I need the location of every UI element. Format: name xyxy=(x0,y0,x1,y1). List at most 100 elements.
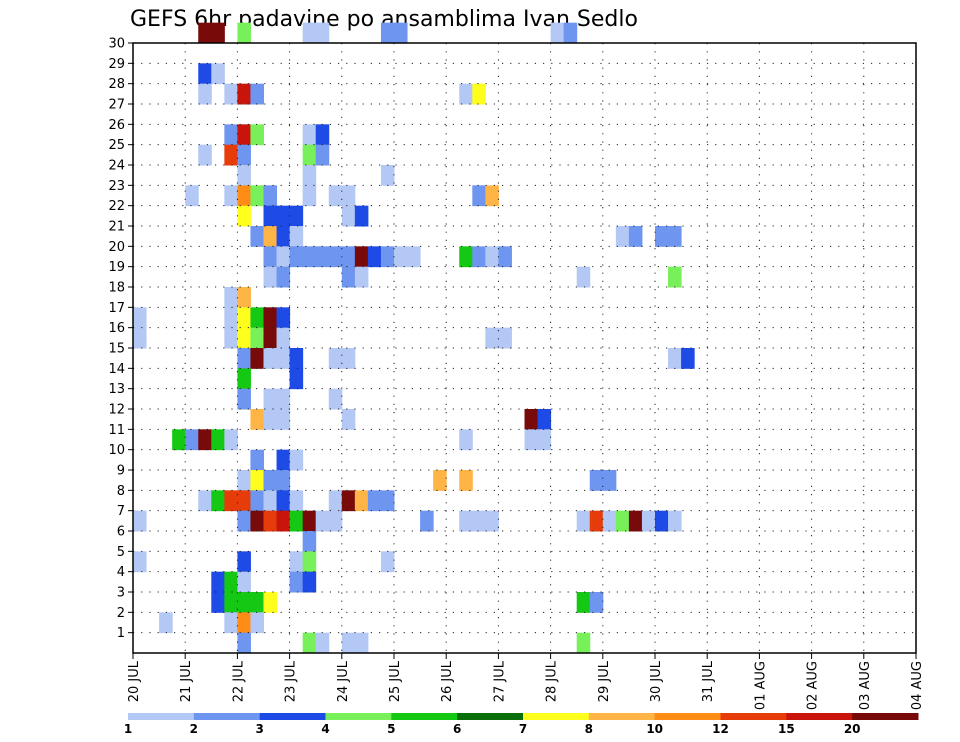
y-tick-label: 22 xyxy=(108,199,125,214)
colorbar-segment xyxy=(193,713,261,720)
heatmap-cell xyxy=(472,510,486,532)
x-tick-label: 30 JUL xyxy=(649,660,664,702)
x-tick-label: 27 JUL xyxy=(492,660,507,702)
heatmap-cell xyxy=(211,429,225,451)
y-tick-label: 15 xyxy=(108,342,125,357)
y-tick-label: 21 xyxy=(108,220,125,235)
heatmap-cell xyxy=(328,510,343,532)
heatmap-cell xyxy=(485,185,499,207)
heatmap-cell xyxy=(394,22,408,44)
heatmap-cell xyxy=(211,63,225,85)
heatmap-cell xyxy=(224,185,238,207)
colorbar-segment xyxy=(786,713,853,720)
y-tick-label: 8 xyxy=(117,484,125,499)
heatmap-cell xyxy=(224,571,238,593)
heatmap-cell xyxy=(250,510,264,532)
heatmap-cell xyxy=(250,307,264,329)
colorbar-label: 15 xyxy=(778,722,795,736)
heatmap-cell xyxy=(250,449,264,471)
x-tick-label: 25 JUL xyxy=(388,660,403,702)
heatmap-cell xyxy=(224,592,238,613)
heatmap-cell xyxy=(237,287,251,308)
heatmap-cell xyxy=(341,205,356,227)
x-tick-label: 02 AUG xyxy=(806,661,821,710)
heatmap-cell xyxy=(276,205,291,227)
heatmap-cell xyxy=(237,551,251,573)
heatmap-cell xyxy=(407,246,421,268)
heatmap-cell xyxy=(576,592,591,613)
heatmap-cell xyxy=(668,348,682,369)
colorbar-segment xyxy=(259,713,326,720)
colorbar-segment xyxy=(325,713,392,720)
colorbar-label: 1 xyxy=(124,722,132,736)
heatmap-cell xyxy=(472,83,486,105)
heatmap-cell xyxy=(459,470,473,491)
y-tick-label: 2 xyxy=(117,606,125,621)
y-tick-label: 9 xyxy=(117,464,125,479)
heatmap-cell xyxy=(380,22,395,44)
heatmap-cell xyxy=(485,510,499,532)
heatmap-cell xyxy=(211,571,225,593)
heatmap-cell xyxy=(615,510,630,532)
heatmap-cell xyxy=(276,327,291,349)
heatmap-cell xyxy=(237,592,251,613)
heatmap-cell xyxy=(289,368,304,390)
heatmap-cell xyxy=(394,246,408,268)
y-tick-label: 19 xyxy=(108,260,125,275)
heatmap-cell xyxy=(263,388,278,410)
x-tick-label: 01 AUG xyxy=(753,661,768,710)
heatmap-cell xyxy=(276,490,291,512)
heatmap-cell xyxy=(224,307,238,329)
y-tick-label: 1 xyxy=(117,626,125,641)
heatmap-cell xyxy=(263,327,278,349)
heatmap-cell xyxy=(237,144,251,166)
heatmap-cell xyxy=(289,348,304,369)
x-tick-label: 28 JUL xyxy=(545,660,560,702)
y-tick-label: 10 xyxy=(108,443,125,458)
y-tick-label: 23 xyxy=(108,179,125,194)
heatmap-cell xyxy=(341,185,356,207)
heatmap-cell xyxy=(250,83,264,105)
heatmap-cell xyxy=(263,409,278,430)
heatmap-cell xyxy=(485,327,499,349)
heatmap-cell xyxy=(224,287,238,308)
heatmap-cell xyxy=(250,592,264,613)
heatmap-cell xyxy=(576,510,591,532)
heatmap-cell xyxy=(250,612,264,634)
heatmap-cell xyxy=(537,409,552,430)
heatmap-cell xyxy=(237,165,251,186)
heatmap-cell xyxy=(498,327,512,349)
heatmap-cell xyxy=(459,83,473,105)
heatmap-cell xyxy=(302,246,317,268)
colorbar-label: 5 xyxy=(387,722,395,736)
heatmap-cell xyxy=(224,490,238,512)
heatmap-cell xyxy=(472,246,486,268)
heatmap-cell xyxy=(198,22,212,44)
heatmap-cell xyxy=(289,449,304,471)
heatmap-cell xyxy=(263,266,278,288)
x-tick-label: 29 JUL xyxy=(597,660,612,702)
heatmap-cell xyxy=(263,490,278,512)
heatmap-cell xyxy=(380,246,395,268)
heatmap-cell xyxy=(302,124,317,146)
plot-area: 1234567891011121314151617181920212223242… xyxy=(108,22,925,736)
heatmap-cell xyxy=(198,144,212,166)
heatmap-cell xyxy=(341,409,356,430)
heatmap-cell xyxy=(133,307,147,329)
heatmap-cell xyxy=(328,490,343,512)
heatmap-cell xyxy=(315,632,330,654)
heatmap-cell xyxy=(315,22,330,44)
heatmap-cell xyxy=(250,185,264,207)
heatmap-cell xyxy=(655,510,669,532)
heatmap-cell xyxy=(328,348,343,369)
heatmap-cell xyxy=(289,226,304,247)
heatmap-cell xyxy=(628,226,643,247)
heatmap-cell xyxy=(263,470,278,491)
heatmap-cell xyxy=(341,348,356,369)
colorbar-segment xyxy=(391,713,458,720)
colorbar-label: 8 xyxy=(585,722,593,736)
colorbar-segment xyxy=(457,713,524,720)
heatmap-cell xyxy=(185,429,199,451)
heatmap-cell xyxy=(602,470,617,491)
